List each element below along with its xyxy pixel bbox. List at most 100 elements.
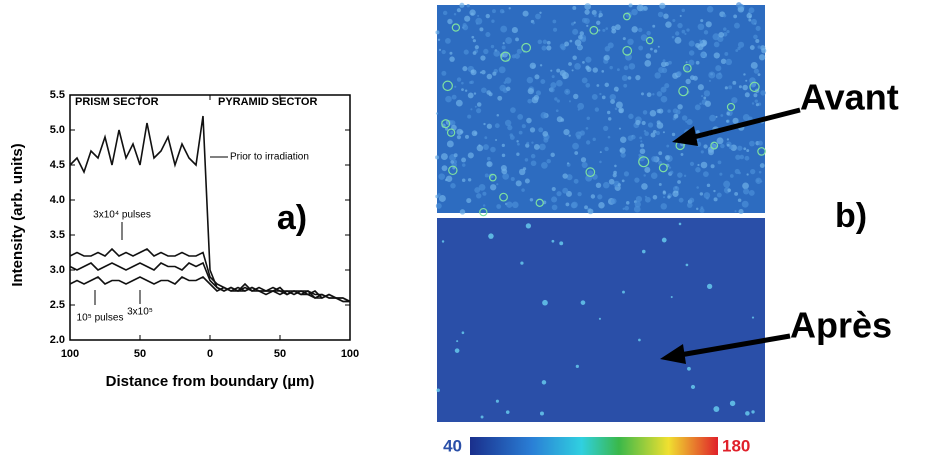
texture-dot [728, 85, 733, 90]
texture-dot [486, 123, 492, 129]
texture-dot [516, 152, 520, 156]
texture-dot [462, 163, 466, 167]
texture-dot [442, 10, 448, 16]
texture-dot [440, 153, 448, 161]
texture-dot [753, 34, 758, 40]
texture-dot [453, 159, 458, 164]
texture-dot [642, 110, 648, 115]
texture-dot [594, 107, 600, 112]
texture-dot [755, 103, 759, 107]
texture-dot [591, 10, 597, 16]
texture-dot [734, 210, 737, 213]
texture-dot [555, 109, 559, 113]
texture-dot [604, 82, 610, 88]
texture-dot [449, 51, 453, 55]
texture-dot [564, 88, 571, 95]
x-tick-label: 100 [61, 348, 79, 360]
texture-dot [435, 202, 442, 209]
texture-dot [745, 411, 750, 416]
texture-dot [697, 84, 704, 91]
texture-dot [657, 11, 664, 18]
texture-dot [686, 118, 693, 125]
texture-dot [437, 38, 441, 41]
texture-dot [463, 49, 469, 55]
texture-dot [704, 55, 707, 58]
texture-dot [577, 192, 582, 197]
annotation: PYRAMID SECTOR [218, 96, 317, 108]
texture-dot [681, 8, 686, 13]
texture-dot [542, 39, 548, 44]
texture-dot [441, 70, 447, 76]
texture-dot [505, 410, 510, 414]
y-tick-label: 2.5 [50, 299, 65, 311]
texture-dot [724, 86, 728, 90]
texture-dot [654, 72, 661, 79]
texture-dot [641, 92, 644, 96]
texture-dot [694, 104, 701, 111]
texture-dot [559, 43, 566, 50]
texture-dot [599, 151, 602, 154]
texture-dot [635, 75, 641, 81]
texture-dot [697, 43, 704, 51]
texture-dot [520, 261, 524, 265]
texture-dot [459, 2, 465, 8]
texture-dot [461, 81, 464, 85]
texture-dot [605, 27, 609, 30]
texture-dot [667, 109, 671, 113]
texture-dot [608, 117, 612, 121]
texture-dot [592, 137, 596, 141]
texture-dot [518, 130, 523, 135]
texture-dot [526, 76, 534, 84]
x-tick-label: 50 [274, 348, 286, 360]
texture-dot [748, 7, 755, 14]
texture-dot [459, 209, 466, 215]
texture-dot [644, 60, 652, 67]
texture-dot [598, 29, 601, 32]
x-tick-label: 100 [341, 348, 359, 360]
texture-dot [529, 127, 536, 133]
texture-dot [596, 20, 601, 25]
texture-dot [722, 14, 727, 18]
texture-dot [643, 6, 648, 11]
texture-dot [593, 13, 597, 17]
texture-dot [623, 12, 631, 21]
y-tick-label: 2.0 [50, 334, 65, 346]
texture-dot [634, 177, 640, 183]
texture-dot [708, 71, 716, 79]
texture-dot [603, 125, 609, 131]
texture-dot [630, 134, 636, 140]
texture-dot [474, 105, 477, 108]
texture-dot [751, 316, 755, 319]
texture-dot [645, 36, 654, 45]
texture-dot [634, 201, 641, 208]
texture-dot [695, 130, 700, 134]
texture-dot [689, 75, 695, 81]
texture-dot [485, 13, 490, 19]
texture-dot [674, 36, 682, 44]
texture-dot [614, 24, 621, 31]
texture-dot [696, 186, 699, 189]
texture-dot [735, 154, 741, 160]
texture-dot [591, 173, 598, 180]
texture-dot [541, 45, 547, 51]
texture-dot [486, 161, 493, 168]
texture-dot [640, 143, 645, 148]
texture-dot [470, 12, 474, 16]
texture-dot [515, 180, 522, 187]
texture-dot [526, 141, 530, 145]
texture-dot [697, 163, 700, 167]
y-tick-label: 3.0 [50, 264, 65, 276]
texture-dot [476, 193, 482, 199]
texture-dot [660, 203, 667, 210]
texture-dot [710, 141, 719, 150]
texture-dot [498, 66, 506, 74]
texture-dot [662, 59, 666, 63]
texture-dot [665, 21, 672, 28]
texture-dot [610, 198, 617, 205]
texture-dot [496, 183, 499, 186]
texture-dot [746, 149, 750, 153]
texture-dot [562, 187, 569, 194]
texture-dot [750, 168, 756, 175]
texture-dot [450, 183, 456, 189]
texture-dot [471, 35, 475, 39]
